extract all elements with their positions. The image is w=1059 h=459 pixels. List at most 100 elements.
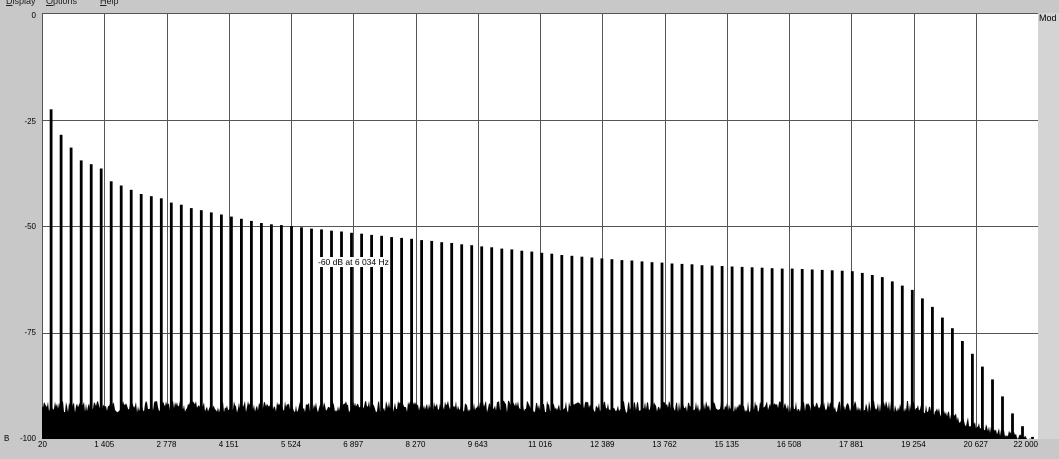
harmonic-peak [961, 341, 964, 439]
harmonic-peak [440, 242, 444, 439]
harmonic-peak [99, 168, 103, 439]
harmonic-peak [931, 306, 934, 439]
harmonic-peak [520, 250, 524, 439]
side-panel-label: Mod [1039, 13, 1057, 23]
harmonic-peak [650, 262, 654, 439]
harmonic-peak [580, 256, 584, 439]
harmonic-peak [109, 181, 113, 439]
cursor-readout: -60 dB at 6 034 Hz [317, 257, 390, 267]
spectrum-plot[interactable] [42, 13, 1038, 439]
harmonic-peak [890, 281, 894, 439]
harmonic-peak [880, 277, 884, 439]
harmonic-peak [220, 214, 223, 439]
harmonic-peak [670, 263, 674, 439]
x-tick-label: 9 643 [467, 440, 488, 449]
harmonic-peak [360, 233, 363, 439]
harmonic-peak [830, 270, 834, 439]
harmonic-peak [610, 259, 614, 439]
harmonic-peak [350, 232, 353, 439]
harmonic-peak [971, 353, 974, 439]
harmonic-peak [730, 266, 734, 439]
harmonic-peak [590, 257, 594, 439]
x-tick-label: 6 897 [343, 440, 364, 449]
harmonic-peak [179, 204, 183, 439]
y-tick-label-75: -75 [24, 328, 36, 337]
harmonic-peak [370, 234, 373, 439]
menu-bar: Display Options Help [0, 0, 1059, 9]
harmonic-peak [189, 208, 193, 439]
x-tick-label: 8 270 [405, 440, 426, 449]
harmonic-peak [760, 267, 764, 439]
harmonic-peak [690, 264, 694, 439]
y-tick-label-50: -50 [24, 222, 36, 231]
menu-options-label: ptions [53, 0, 78, 6]
harmonic-peak [280, 225, 283, 439]
harmonic-peak [870, 275, 874, 439]
side-panel [1038, 13, 1059, 439]
harmonic-peak [230, 216, 233, 439]
x-tick-label: 12 389 [590, 440, 615, 449]
harmonic-peak [860, 272, 864, 439]
harmonic-peak [991, 379, 994, 439]
x-tick-label: 17 881 [839, 440, 864, 449]
x-tick-label: 19 254 [901, 440, 926, 449]
harmonic-peak [320, 229, 323, 439]
harmonic-peak [209, 212, 213, 439]
harmonic-peak [800, 269, 804, 439]
harmonic-peak [310, 228, 313, 439]
x-tick-label: 16 508 [776, 440, 802, 449]
harmonic-peak [79, 160, 83, 439]
harmonic-peak [540, 252, 544, 439]
y-tick-label-25: -25 [24, 117, 36, 126]
harmonic-peak [119, 185, 123, 439]
harmonic-peak [790, 268, 794, 439]
harmonic-peak [149, 196, 153, 439]
harmonic-peak [430, 240, 434, 439]
harmonic-peak [640, 261, 644, 439]
menu-display[interactable]: Display [6, 0, 36, 6]
x-tick-label: 5 524 [280, 440, 302, 449]
harmonic-peak [410, 238, 413, 439]
menu-options[interactable]: Options [46, 0, 77, 6]
harmonic-peak [89, 164, 93, 439]
harmonic-peak [260, 223, 263, 439]
harmonic-peak [500, 248, 504, 439]
harmonic-peak [240, 218, 243, 439]
harmonic-peak [850, 271, 854, 439]
harmonic-peak [941, 317, 944, 439]
harmonic-peak [620, 260, 624, 439]
harmonic-peak [530, 251, 534, 439]
harmonic-peak [69, 147, 73, 439]
harmonic-peak [820, 269, 824, 439]
harmonic-peak [59, 134, 63, 439]
y-axis-unit: B [4, 434, 10, 443]
harmonic-peak [900, 285, 904, 439]
harmonic-peak [1021, 426, 1024, 439]
harmonic-peak [169, 202, 173, 439]
harmonic-peak [380, 235, 383, 439]
harmonic-peak [720, 266, 724, 439]
harmonic-peak [660, 262, 664, 439]
harmonic-peak [300, 227, 303, 439]
menu-help-label: elp [106, 0, 119, 6]
harmonic-peak [910, 289, 914, 439]
harmonic-peak [1031, 436, 1034, 439]
harmonic-peak [951, 328, 954, 439]
harmonic-peak [450, 243, 454, 439]
menu-help[interactable]: Help [100, 0, 119, 6]
harmonic-peak [129, 189, 133, 439]
harmonic-peak [560, 255, 564, 439]
x-tick-label: 20 627 [963, 440, 988, 449]
harmonic-peak [290, 226, 293, 439]
harmonic-peak [330, 230, 333, 439]
harmonic-peak [460, 244, 464, 439]
menu-display-label: isplay [12, 0, 36, 6]
harmonic-peak [750, 267, 754, 439]
harmonic-peak [550, 253, 554, 439]
harmonic-peak [340, 231, 343, 439]
x-tick-label: 4 151 [218, 440, 239, 449]
harmonic-peak [49, 109, 53, 439]
harmonic-peak [420, 240, 423, 439]
harmonic-peak [250, 220, 253, 439]
x-tick-label: 15 135 [714, 440, 739, 449]
